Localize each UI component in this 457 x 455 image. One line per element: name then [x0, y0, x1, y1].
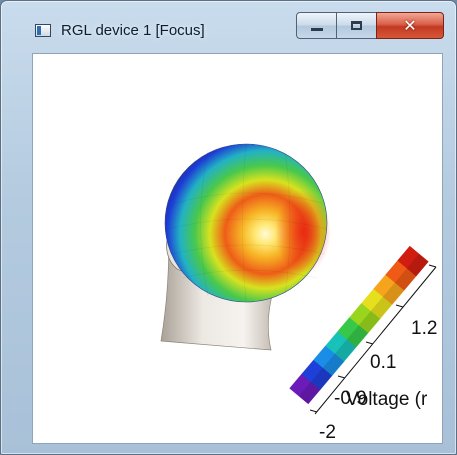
- window-title: RGL device 1 [Focus]: [61, 22, 205, 39]
- maximize-button[interactable]: [336, 12, 377, 39]
- app-icon[interactable]: [35, 24, 51, 37]
- colorbar-segment: [397, 245, 429, 277]
- colorbar-shade: [299, 254, 429, 404]
- minimize-button[interactable]: [296, 12, 337, 39]
- title-bar[interactable]: RGL device 1 [Focus] ✕: [1, 1, 456, 45]
- colorbar-axis-line: [314, 266, 437, 415]
- colorbar-tick-label: 0.1: [370, 352, 396, 373]
- colorbar-tick-label: -0.9: [334, 388, 367, 409]
- rgl-canvas[interactable]: 1.2 0.1 -0.9 Voltage (r -2: [33, 54, 442, 443]
- maximize-icon: [351, 21, 362, 30]
- colorbar-tick: [309, 409, 318, 413]
- colorbar-tick-label: 1.2: [411, 318, 437, 339]
- close-icon: ✕: [403, 15, 417, 35]
- close-button[interactable]: ✕: [376, 12, 444, 39]
- colorbar-axis-label: Voltage (r: [346, 389, 428, 410]
- minimize-icon: [310, 28, 323, 31]
- colorbar-tick: [428, 264, 437, 268]
- colorbar-tick-label: -2: [319, 422, 336, 443]
- colorbar-tick: [395, 304, 404, 308]
- colorbar-tick: [365, 341, 374, 345]
- colorbar-tick: [337, 375, 346, 379]
- color-bar: [289, 245, 429, 405]
- scene-3d: 1.2 0.1 -0.9 Voltage (r -2: [160, 143, 437, 443]
